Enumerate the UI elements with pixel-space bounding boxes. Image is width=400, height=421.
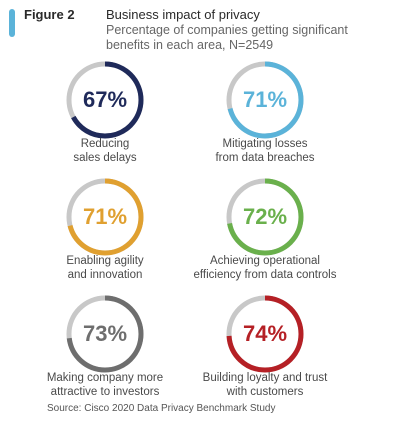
- figure-accent-bar: [9, 9, 15, 37]
- donut-svg: [226, 295, 304, 373]
- figure-subtitle: Percentage of companies getting signific…: [106, 23, 348, 52]
- donut-arc: [226, 178, 304, 256]
- donut-caption-line: Mitigating losses: [222, 138, 308, 150]
- donut-value-label: 73%: [82, 321, 128, 346]
- donut-chart: 72%: [222, 174, 308, 260]
- donut-caption: Building loyalty and trust with customers: [170, 371, 360, 399]
- donut-caption-line: Reducing: [80, 138, 130, 150]
- donut-svg: [66, 178, 144, 256]
- donut-caption-line: from data breaches: [215, 152, 315, 164]
- donut-caption-line: Making company more: [46, 372, 164, 384]
- donut-chart: 71%: [62, 174, 148, 260]
- donut-svg: [66, 61, 144, 139]
- figure-label: Figure 2: [24, 7, 75, 22]
- donut-chart: 73%: [62, 291, 148, 377]
- donut-caption-line: sales delays: [73, 152, 137, 164]
- donut-svg: [226, 178, 304, 256]
- donut-caption-line: Achieving operational: [210, 255, 320, 267]
- donut-caption: Making company more attractive to investo…: [10, 371, 200, 399]
- donut-svg: [66, 295, 144, 373]
- donut-arc: [66, 178, 144, 256]
- donut-caption-line: Enabling agility: [66, 255, 144, 267]
- figure-title: Business impact of privacy: [106, 7, 260, 22]
- donut-caption: Enabling agility and innovation: [10, 254, 200, 282]
- donut-value-label: 71%: [82, 204, 128, 229]
- donut-chart: 74%: [222, 291, 308, 377]
- donut-value-label: 67%: [82, 87, 128, 112]
- donut-caption-line: Building loyalty and trust: [202, 372, 328, 384]
- donut-arc: [66, 61, 144, 139]
- donut-chart: 71%: [222, 57, 308, 143]
- donut-caption-line: efficiency from data controls: [193, 269, 337, 281]
- donut-chart: 67%: [62, 57, 148, 143]
- donut-arc: [226, 295, 304, 373]
- donut-caption: Achieving operational efficiency from dat…: [170, 254, 360, 282]
- donut-caption: Mitigating losses from data breaches: [170, 137, 360, 165]
- donut-value-label: 74%: [242, 321, 288, 346]
- donut-arc: [226, 61, 304, 139]
- donut-caption-line: and innovation: [67, 269, 143, 281]
- donut-value-label: 72%: [242, 204, 288, 229]
- donut-svg: [226, 61, 304, 139]
- donut-caption-line: attractive to investors: [50, 386, 160, 398]
- source-note: Source: Cisco 2020 Data Privacy Benchmar…: [47, 403, 276, 414]
- donut-value-label: 71%: [242, 87, 288, 112]
- donut-caption-line: with customers: [226, 386, 304, 398]
- donut-arc: [66, 295, 144, 373]
- donut-caption: Reducing sales delays: [10, 137, 200, 165]
